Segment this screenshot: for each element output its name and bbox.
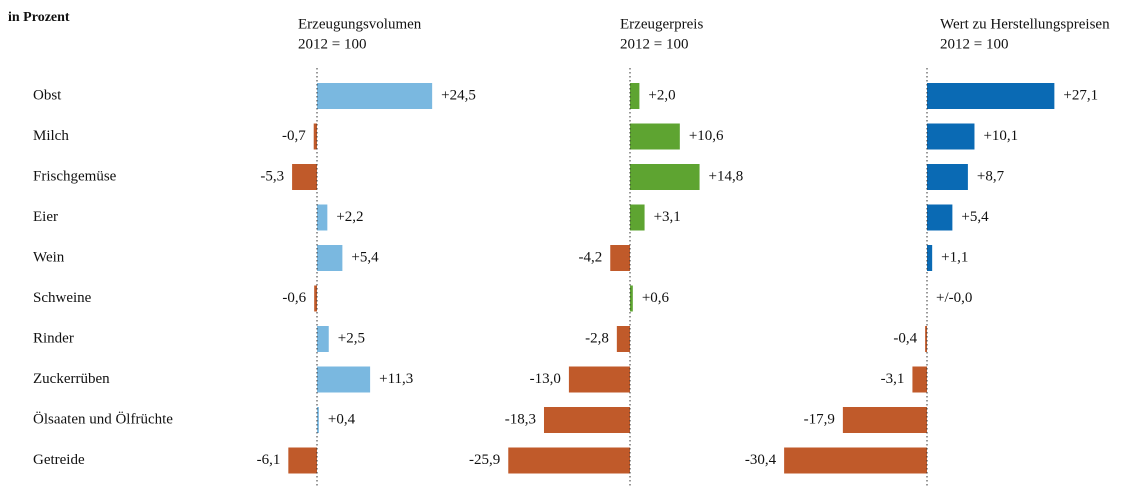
value-label: +2,0 bbox=[648, 87, 675, 103]
value-label: +5,4 bbox=[961, 209, 989, 225]
value-label: -25,9 bbox=[469, 452, 500, 468]
value-label: -2,8 bbox=[585, 330, 609, 346]
value-label: +8,7 bbox=[977, 168, 1005, 184]
bar bbox=[616, 326, 630, 352]
value-label: +11,3 bbox=[379, 371, 413, 387]
value-label: +1,1 bbox=[941, 249, 968, 265]
bar bbox=[630, 123, 680, 150]
category-label: Ölsaaten und Ölfrüchte bbox=[33, 410, 173, 427]
panel-title: Erzeugerpreis bbox=[620, 16, 703, 32]
category-label: Wein bbox=[33, 249, 65, 265]
value-label: +/-0,0 bbox=[936, 290, 972, 306]
bar bbox=[317, 83, 433, 109]
value-label: -13,0 bbox=[530, 371, 561, 387]
category-label: Eier bbox=[33, 209, 58, 225]
bar bbox=[927, 204, 953, 231]
panel-subtitle: 2012 = 100 bbox=[298, 36, 366, 52]
bar bbox=[317, 366, 371, 393]
value-label: +14,8 bbox=[709, 168, 744, 184]
bar bbox=[317, 407, 319, 433]
bar bbox=[927, 164, 968, 190]
value-label: +24,5 bbox=[441, 87, 476, 103]
category-label: Rinder bbox=[33, 330, 74, 346]
value-label: +27,1 bbox=[1063, 87, 1098, 103]
value-label: -0,4 bbox=[893, 330, 917, 346]
bar bbox=[927, 123, 975, 150]
bar bbox=[842, 407, 927, 433]
panel-subtitle: 2012 = 100 bbox=[620, 36, 688, 52]
bar bbox=[317, 245, 343, 271]
bar bbox=[543, 407, 630, 433]
bar bbox=[288, 447, 317, 474]
bar bbox=[314, 285, 317, 312]
value-label: -17,9 bbox=[804, 411, 835, 427]
bar bbox=[630, 285, 633, 312]
bar bbox=[927, 83, 1055, 109]
category-label: Getreide bbox=[33, 452, 85, 468]
bar bbox=[630, 204, 645, 231]
value-label: -5,3 bbox=[260, 168, 284, 184]
panel-title: Erzeugungsvolumen bbox=[298, 16, 422, 32]
value-label: +3,1 bbox=[654, 209, 681, 225]
value-label: +2,5 bbox=[338, 330, 365, 346]
bar bbox=[508, 447, 630, 474]
category-label: Zuckerrüben bbox=[33, 371, 110, 387]
category-label: Schweine bbox=[33, 290, 92, 306]
bar bbox=[292, 164, 317, 190]
value-label: -6,1 bbox=[257, 452, 281, 468]
bar bbox=[630, 164, 700, 190]
bar bbox=[925, 326, 927, 352]
category-label: Frischgemüse bbox=[33, 168, 117, 184]
unit-label: in Prozent bbox=[8, 10, 70, 25]
value-label: +0,4 bbox=[328, 411, 356, 427]
bar bbox=[630, 83, 640, 109]
category-label: Obst bbox=[33, 87, 62, 103]
value-label: +5,4 bbox=[351, 249, 379, 265]
bar bbox=[784, 447, 927, 474]
bar bbox=[317, 326, 329, 352]
bar bbox=[317, 204, 328, 231]
value-label: -0,6 bbox=[282, 290, 306, 306]
panel-subtitle: 2012 = 100 bbox=[940, 36, 1008, 52]
value-label: +2,2 bbox=[336, 209, 363, 225]
bar bbox=[313, 123, 317, 150]
value-label: -3,1 bbox=[881, 371, 905, 387]
value-label: +10,6 bbox=[689, 128, 724, 144]
bar bbox=[610, 245, 630, 271]
value-label: -4,2 bbox=[579, 249, 603, 265]
value-label: -30,4 bbox=[745, 452, 777, 468]
value-label: -0,7 bbox=[282, 128, 306, 144]
value-label: +10,1 bbox=[983, 128, 1018, 144]
value-label: -18,3 bbox=[505, 411, 536, 427]
bar bbox=[927, 245, 933, 271]
value-label: +0,6 bbox=[642, 290, 670, 306]
category-label: Milch bbox=[33, 128, 69, 144]
bar bbox=[912, 366, 927, 393]
panel-title: Wert zu Herstellungspreisen bbox=[940, 16, 1110, 32]
bar bbox=[568, 366, 630, 393]
